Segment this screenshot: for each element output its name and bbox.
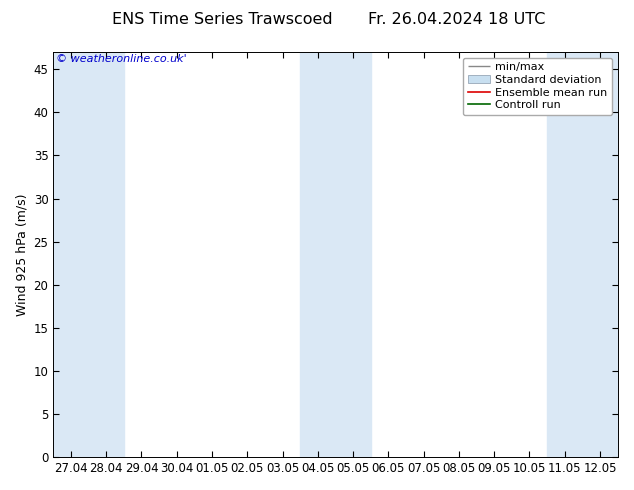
Text: Fr. 26.04.2024 18 UTC: Fr. 26.04.2024 18 UTC (368, 12, 545, 27)
Bar (300, 52, 371, 457)
Y-axis label: Wind 925 hPa (m/s): Wind 925 hPa (m/s) (15, 194, 28, 316)
Legend: min/max, Standard deviation, Ensemble mean run, Controll run: min/max, Standard deviation, Ensemble me… (463, 58, 612, 115)
Text: ENS Time Series Trawscoed: ENS Time Series Trawscoed (112, 12, 332, 27)
Bar (547, 52, 618, 457)
Text: © weatheronline.co.uk': © weatheronline.co.uk' (56, 54, 187, 64)
Bar (53, 52, 124, 457)
